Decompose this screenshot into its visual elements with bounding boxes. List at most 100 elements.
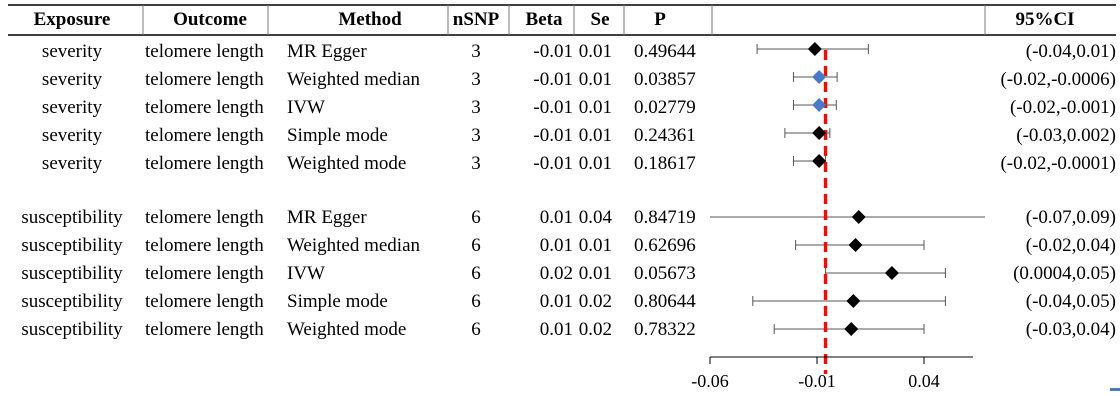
point-estimate-row-1	[807, 42, 822, 56]
header-method: Method	[338, 9, 402, 30]
row-3-method: IVW	[287, 97, 325, 118]
row-2-se: 0.01	[578, 69, 612, 90]
row-8-method: IVW	[287, 263, 325, 284]
row-7-beta: 0.01	[539, 235, 573, 256]
header-p: P	[654, 9, 666, 30]
row-7-outcome: telomere length	[145, 235, 264, 256]
row-1-method: MR Egger	[287, 41, 367, 62]
point-estimate-row-5	[812, 154, 827, 168]
row-2-ci: (-0.02,-0.0006)	[1000, 69, 1116, 90]
row-5-exposure: severity	[41, 153, 103, 174]
row-6-method: MR Egger	[287, 207, 367, 228]
row-10-ci: (-0.03,0.04)	[1025, 319, 1116, 340]
row-5-nsnp: 3	[471, 153, 481, 174]
row-3-ci: (-0.02,-0.001)	[1009, 97, 1116, 118]
row-5-method: Weighted mode	[287, 153, 407, 174]
row-9-se: 0.02	[578, 291, 612, 312]
row-5-p: 0.18617	[634, 153, 696, 174]
header-outcome: Outcome	[173, 9, 247, 30]
row-6-ci: (-0.07,0.09)	[1025, 207, 1116, 228]
row-5-beta: -0.01	[533, 153, 573, 174]
row-4-nsnp: 3	[471, 125, 481, 146]
row-9-nsnp: 6	[471, 291, 481, 312]
row-5-outcome: telomere length	[145, 153, 264, 174]
row-7-nsnp: 6	[471, 235, 481, 256]
x-tick-label-3: 0.04	[908, 371, 940, 391]
row-2-outcome: telomere length	[145, 69, 264, 90]
row-7-p: 0.62696	[634, 235, 696, 256]
row-6-se: 0.04	[578, 207, 612, 228]
row-2-nsnp: 3	[471, 69, 481, 90]
row-10-outcome: telomere length	[145, 319, 264, 340]
row-8-exposure: susceptibility	[21, 263, 123, 284]
header-beta: Beta	[525, 9, 563, 30]
row-1-p: 0.49644	[634, 41, 696, 62]
row-4-p: 0.24361	[634, 125, 696, 146]
header-nsnp: nSNP	[452, 9, 500, 30]
corner-mark	[1110, 388, 1120, 391]
row-10-se: 0.02	[578, 319, 612, 340]
row-9-beta: 0.01	[539, 291, 573, 312]
row-3-se: 0.01	[578, 97, 612, 118]
row-9-exposure: susceptibility	[21, 291, 123, 312]
row-6-p: 0.84719	[634, 207, 696, 228]
row-6-exposure: susceptibility	[21, 207, 123, 228]
row-4-se: 0.01	[578, 125, 612, 146]
header-ci: 95%CI	[1015, 9, 1075, 30]
row-7-exposure: susceptibility	[21, 235, 123, 256]
row-7-method: Weighted median	[287, 235, 421, 256]
row-2-p: 0.03857	[634, 69, 696, 90]
point-estimate-row-2	[812, 70, 827, 84]
row-3-p: 0.02779	[634, 97, 696, 118]
row-7-se: 0.01	[578, 235, 612, 256]
header-se: Se	[590, 9, 610, 30]
row-10-nsnp: 6	[471, 319, 481, 340]
row-9-p: 0.80644	[634, 291, 696, 312]
row-4-ci: (-0.03,0.002)	[1016, 125, 1116, 146]
row-6-beta: 0.01	[539, 207, 573, 228]
x-tick-label-1: -0.06	[691, 371, 729, 391]
row-9-outcome: telomere length	[145, 291, 264, 312]
row-10-exposure: susceptibility	[21, 319, 123, 340]
row-1-outcome: telomere length	[145, 41, 264, 62]
row-8-outcome: telomere length	[145, 263, 264, 284]
row-5-se: 0.01	[578, 153, 612, 174]
row-8-p: 0.05673	[634, 263, 696, 284]
row-3-exposure: severity	[41, 97, 103, 118]
row-4-beta: -0.01	[533, 125, 573, 146]
row-1-nsnp: 3	[471, 41, 481, 62]
x-tick-label-2: -0.01	[798, 371, 836, 391]
row-4-method: Simple mode	[287, 125, 388, 146]
row-6-outcome: telomere length	[145, 207, 264, 228]
row-3-beta: -0.01	[533, 97, 573, 118]
row-8-beta: 0.02	[539, 263, 573, 284]
point-estimate-row-3	[812, 98, 827, 112]
row-8-nsnp: 6	[471, 263, 481, 284]
row-1-beta: -0.01	[533, 41, 573, 62]
point-estimate-row-6	[851, 210, 866, 224]
point-estimate-row-10	[844, 322, 859, 336]
point-estimate-row-7	[848, 238, 863, 252]
point-estimate-row-8	[884, 266, 899, 280]
row-4-exposure: severity	[41, 125, 103, 146]
row-2-exposure: severity	[41, 69, 103, 90]
row-8-se: 0.01	[578, 263, 612, 284]
row-10-beta: 0.01	[539, 319, 573, 340]
row-10-method: Weighted mode	[287, 319, 407, 340]
row-10-p: 0.78322	[634, 319, 696, 340]
row-7-ci: (-0.02,0.04)	[1025, 235, 1116, 256]
row-6-nsnp: 6	[471, 207, 481, 228]
point-estimate-row-9	[846, 294, 861, 308]
row-1-se: 0.01	[578, 41, 612, 62]
row-8-ci: (0.0004,0.05)	[1013, 263, 1116, 284]
header-exposure: Exposure	[33, 9, 111, 30]
row-9-method: Simple mode	[287, 291, 388, 312]
row-1-ci: (-0.04,0.01)	[1025, 41, 1116, 62]
point-estimate-row-4	[812, 126, 827, 140]
row-3-nsnp: 3	[471, 97, 481, 118]
row-9-ci: (-0.04,0.05)	[1025, 291, 1116, 312]
row-2-method: Weighted median	[287, 69, 421, 90]
row-4-outcome: telomere length	[145, 125, 264, 146]
